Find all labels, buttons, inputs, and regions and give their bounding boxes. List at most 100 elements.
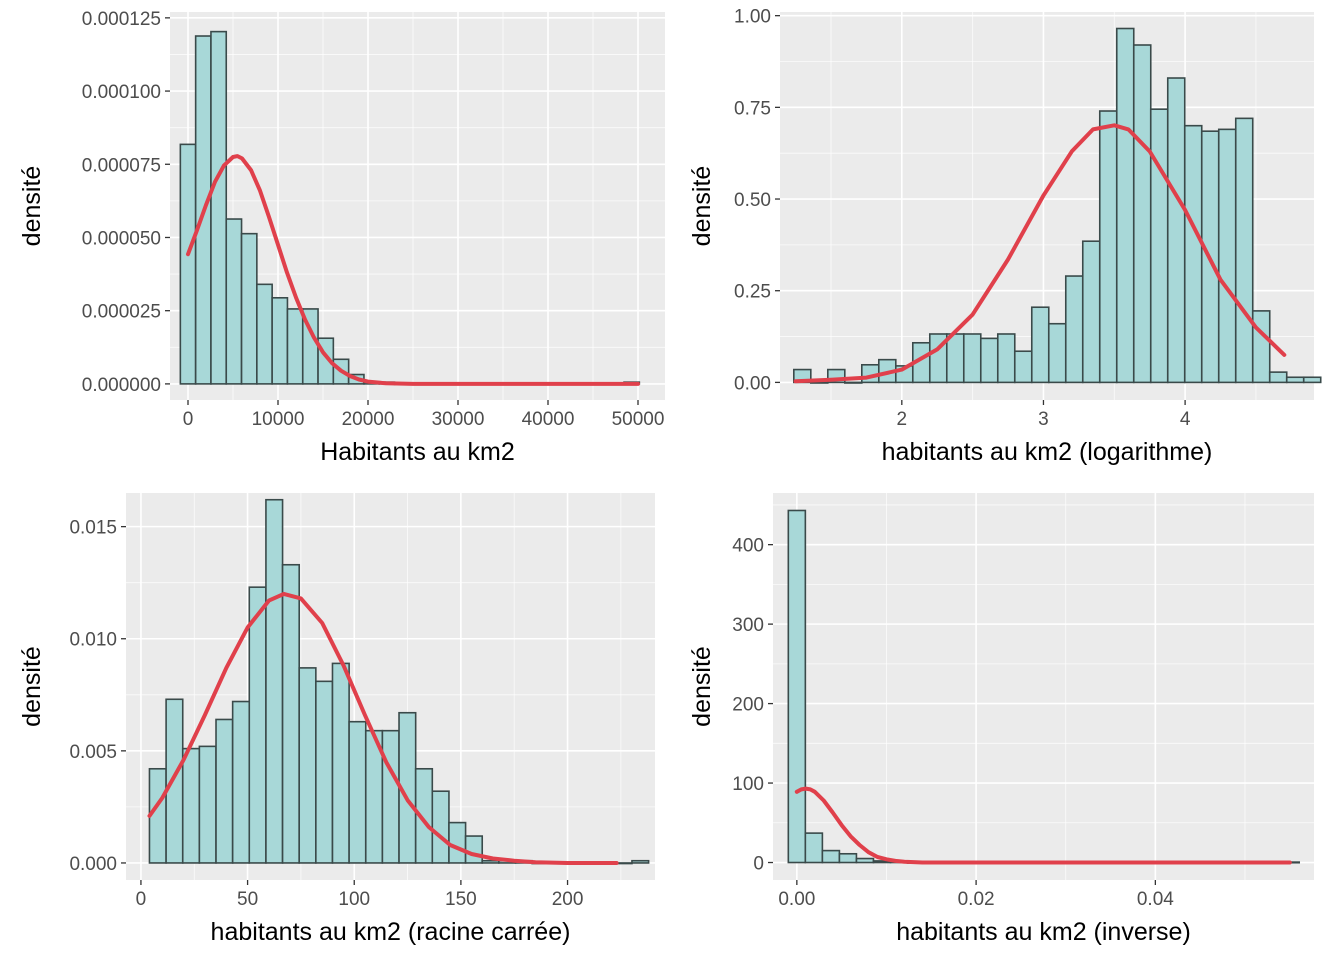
histogram-bar: [181, 747, 201, 864]
y-tick-label: 0.000100: [82, 82, 161, 103]
histogram-panel-3: 0 50 100 150 200 0.000 0.005 0.010 0.015 habitant…: [18, 493, 655, 946]
histogram-bar: [838, 852, 858, 864]
histogram-bar: [271, 297, 289, 385]
histogram-bar: [198, 745, 217, 864]
y-tick-label: 0.000000: [82, 375, 161, 396]
histogram-bar: [298, 667, 317, 864]
histogram-bar: [979, 337, 999, 384]
histogram-bar: [256, 283, 273, 385]
x-tick-label: 0: [183, 409, 194, 430]
density-curve: [793, 123, 1287, 384]
y-tick-label: 100: [732, 774, 764, 795]
x-tick-label: 40000: [522, 409, 575, 430]
y-tick-label: 0.000: [69, 854, 117, 875]
histogram-bar: [215, 718, 234, 864]
histogram-bar: [1302, 376, 1322, 384]
histogram-bar: [1251, 310, 1271, 384]
x-tick-label: 0: [136, 889, 147, 910]
density-curve: [147, 591, 619, 865]
histogram-bar: [1217, 128, 1237, 384]
histogram-bar: [225, 218, 243, 385]
x-tick-label: 10000: [252, 409, 305, 430]
x-tick-label: 200: [552, 889, 584, 910]
histogram-bar: [248, 586, 267, 864]
y-tick-label: 300: [732, 615, 764, 636]
x-tick-label: 2: [897, 409, 908, 430]
histogram-bar: [962, 333, 982, 384]
x-axis-title: habitants au km2 (racine carrée): [211, 918, 571, 946]
x-tick-label: 3: [1038, 409, 1049, 430]
histogram-bar: [240, 232, 258, 385]
y-tick-label: 0.50: [734, 190, 771, 211]
histogram-panel-4: 0.00 0.02 0.04 0 100 200 300 400 habitants au km…: [688, 493, 1314, 946]
histogram-bar: [315, 680, 334, 864]
histogram-bar: [787, 509, 807, 864]
histogram-bar: [821, 849, 841, 864]
x-tick-label: 4: [1180, 409, 1191, 430]
histogram-panel-1: 0 10000 20000 30000 40000 50000 0.000000 0.0000…: [18, 9, 665, 466]
x-tick-label: 150: [445, 889, 477, 910]
histogram-bar: [1047, 322, 1067, 384]
y-tick-label: 0: [753, 854, 764, 875]
histogram-bar: [1064, 275, 1084, 384]
histogram-bar: [431, 790, 450, 864]
y-tick-label: 0.005: [69, 742, 117, 763]
y-tick-label: 0.010: [69, 630, 117, 651]
histogram-bar: [844, 381, 863, 384]
x-axis-title: Habitants au km2: [320, 438, 515, 466]
histogram-bar: [348, 720, 367, 864]
y-tick-label: 0.000050: [82, 228, 161, 249]
y-tick-label: 400: [732, 536, 764, 557]
y-tick-label: 0.015: [69, 518, 117, 539]
y-tick-label: 0.000025: [82, 302, 161, 323]
histogram-bar: [1132, 44, 1152, 384]
histogram-bar: [1115, 27, 1135, 384]
y-tick-label: 0.000125: [82, 9, 161, 30]
y-axis-title: densité: [688, 646, 716, 727]
histogram-bar: [179, 143, 197, 385]
density-curve: [186, 154, 640, 386]
x-tick-label: 20000: [342, 409, 395, 430]
x-tick-label: 50000: [612, 409, 665, 430]
panel-background: [773, 493, 1314, 880]
histogram-bar: [210, 30, 228, 385]
histogram-bar: [1013, 350, 1033, 384]
histogram-bar: [381, 729, 400, 864]
x-tick-label: 0.02: [958, 889, 995, 910]
histogram-bar: [1149, 108, 1169, 384]
histogram-bar: [1234, 117, 1254, 384]
histogram-bar: [1268, 371, 1288, 384]
histogram-bar: [231, 700, 251, 864]
histogram-bar: [804, 832, 824, 864]
y-tick-label: 0.00: [734, 373, 771, 394]
histogram-bar: [945, 333, 965, 384]
histogram-bar: [481, 859, 500, 864]
x-tick-label: 0.00: [778, 889, 815, 910]
x-axis-title: habitants au km2 (inverse): [896, 918, 1191, 946]
y-axis-title: densité: [18, 166, 46, 247]
y-tick-label: 1.00: [734, 7, 771, 28]
y-tick-label: 0.25: [734, 282, 771, 303]
histogram-bar: [996, 333, 1016, 384]
histogram-bar: [265, 498, 284, 864]
y-tick-label: 0.75: [734, 98, 771, 119]
x-tick-label: 0.04: [1137, 889, 1174, 910]
histogram-bar: [331, 662, 350, 864]
histogram-panel-2: 2 3 4 0.00 0.25 0.50 0.75 1.00 habitants au km2 …: [688, 7, 1322, 466]
y-axis-title: densité: [688, 166, 716, 247]
y-axis-title: densité: [18, 646, 46, 727]
histogram-bar: [1030, 306, 1050, 384]
histogram-bar: [281, 563, 301, 864]
histogram-bar: [448, 821, 467, 864]
x-axis-title: habitants au km2 (logarithme): [882, 438, 1213, 466]
x-tick-label: 100: [338, 889, 370, 910]
y-tick-label: 0.000075: [82, 155, 161, 176]
histogram-bar: [1098, 110, 1118, 384]
histogram-bar: [855, 857, 875, 864]
x-tick-label: 50: [237, 889, 258, 910]
histogram-bar: [464, 835, 484, 864]
y-tick-label: 200: [732, 695, 764, 716]
histogram-bar: [1183, 124, 1203, 384]
histogram-bar: [1166, 77, 1186, 384]
